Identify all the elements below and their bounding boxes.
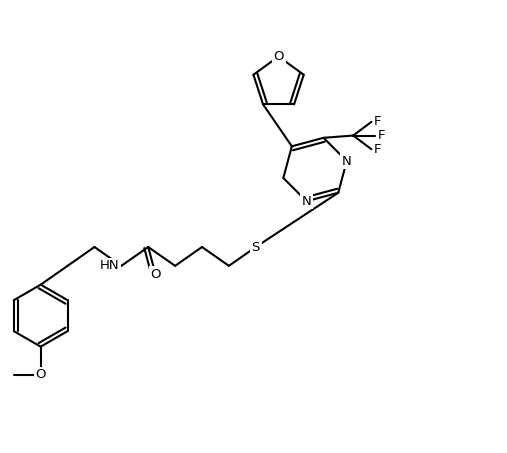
Text: O: O (35, 368, 46, 381)
Text: F: F (374, 143, 382, 156)
Text: O: O (273, 50, 284, 63)
Text: F: F (374, 116, 382, 128)
Text: N: N (342, 154, 352, 168)
Text: S: S (251, 241, 260, 254)
Text: N: N (302, 195, 311, 208)
Text: O: O (150, 268, 161, 281)
Text: F: F (378, 129, 385, 142)
Text: HN: HN (99, 259, 119, 272)
